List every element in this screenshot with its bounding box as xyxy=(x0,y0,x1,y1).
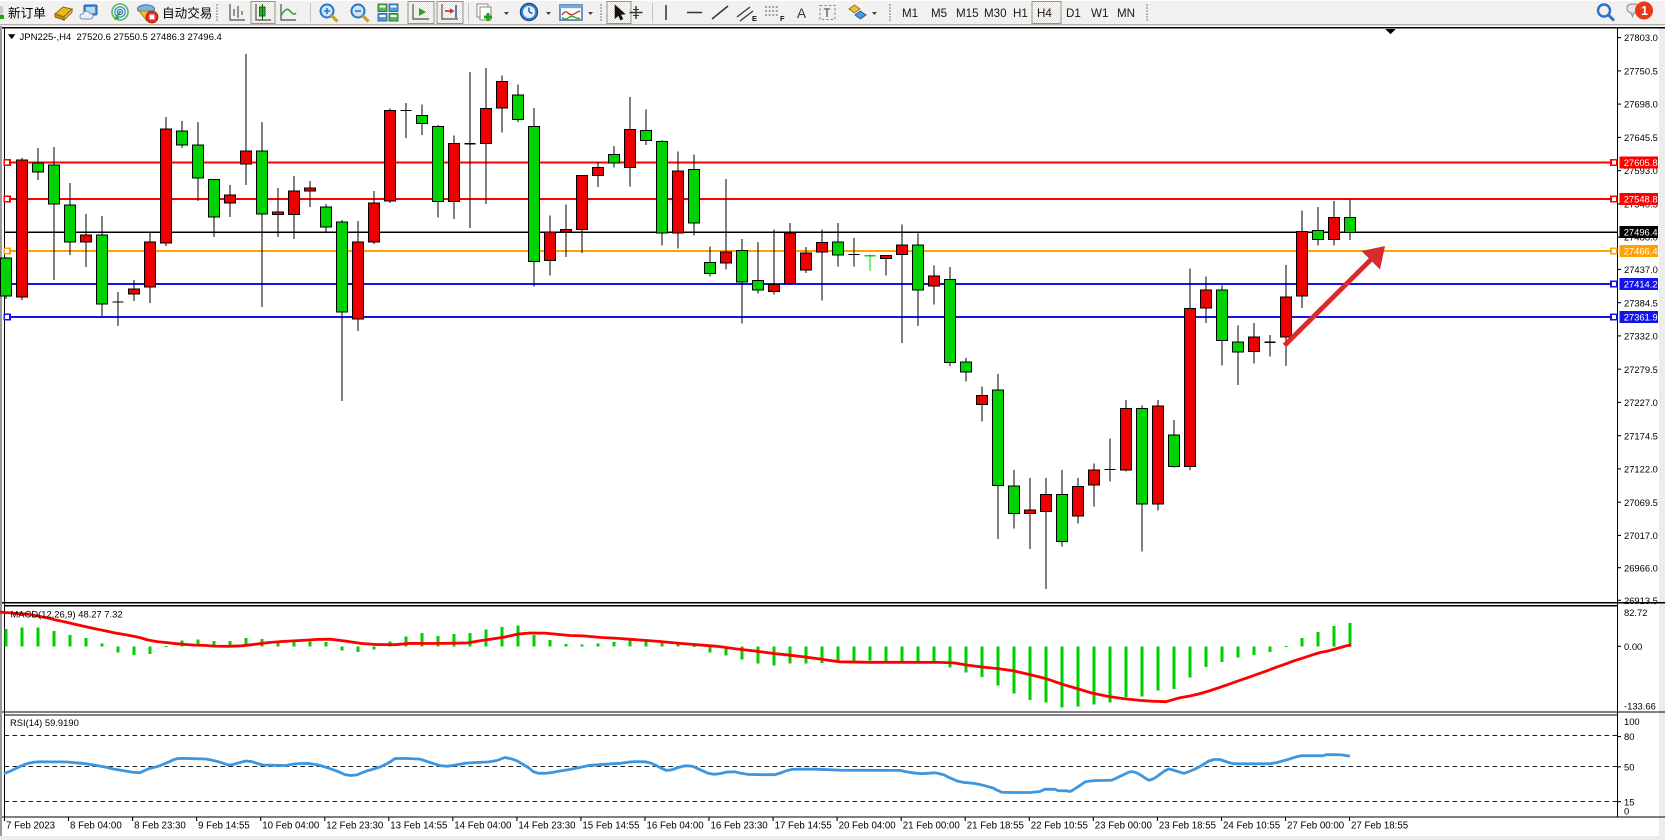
svg-text:27750.5: 27750.5 xyxy=(1624,66,1658,77)
svg-text:27122.0: 27122.0 xyxy=(1624,464,1658,475)
svg-text:MACD(12,26,9) 48.27 7.32: MACD(12,26,9) 48.27 7.32 xyxy=(11,609,123,620)
svg-text:80: 80 xyxy=(1624,731,1634,742)
svg-text:M1: M1 xyxy=(902,7,918,20)
svg-text:10 Feb 04:00: 10 Feb 04:00 xyxy=(262,821,320,832)
svg-text:27466.4: 27466.4 xyxy=(1624,246,1658,257)
svg-text:100: 100 xyxy=(1624,716,1640,727)
svg-text:26966.0: 26966.0 xyxy=(1624,562,1658,573)
svg-text:17 Feb 14:55: 17 Feb 14:55 xyxy=(775,821,832,832)
svg-text:23 Feb 18:55: 23 Feb 18:55 xyxy=(1159,821,1216,832)
svg-text:27496.4: 27496.4 xyxy=(1624,227,1658,238)
svg-text:0: 0 xyxy=(1624,805,1629,816)
svg-text:15 Feb 14:55: 15 Feb 14:55 xyxy=(582,821,639,832)
svg-text:26913.5: 26913.5 xyxy=(1624,595,1658,606)
svg-text:27803.0: 27803.0 xyxy=(1624,32,1658,43)
svg-text:D1: D1 xyxy=(1066,7,1081,20)
svg-text:27 Feb 00:00: 27 Feb 00:00 xyxy=(1287,821,1345,832)
svg-text:22 Feb 10:55: 22 Feb 10:55 xyxy=(1031,821,1088,832)
svg-text:16 Feb 23:30: 16 Feb 23:30 xyxy=(711,821,769,832)
svg-text:A: A xyxy=(797,6,806,21)
svg-text:27698.0: 27698.0 xyxy=(1624,99,1658,110)
svg-text:14 Feb 04:00: 14 Feb 04:00 xyxy=(454,821,512,832)
svg-text:27017.0: 27017.0 xyxy=(1624,530,1658,541)
svg-text:RSI(14) 59.9190: RSI(14) 59.9190 xyxy=(10,717,79,728)
svg-text:21 Feb 00:00: 21 Feb 00:00 xyxy=(903,821,961,832)
svg-text:27069.5: 27069.5 xyxy=(1624,497,1658,508)
svg-text:12 Feb 23:30: 12 Feb 23:30 xyxy=(326,821,384,832)
svg-text:27593.0: 27593.0 xyxy=(1624,165,1658,176)
svg-text:27 Feb 18:55: 27 Feb 18:55 xyxy=(1351,821,1408,832)
svg-text:E: E xyxy=(752,14,757,23)
svg-text:27437.0: 27437.0 xyxy=(1624,264,1658,275)
svg-text:27279.5: 27279.5 xyxy=(1624,364,1658,375)
svg-text:W1: W1 xyxy=(1091,7,1108,20)
svg-text:27414.2: 27414.2 xyxy=(1624,279,1658,290)
svg-text:16 Feb 04:00: 16 Feb 04:00 xyxy=(647,821,705,832)
svg-text:9 Feb 14:55: 9 Feb 14:55 xyxy=(198,821,250,832)
svg-text:自动交易: 自动交易 xyxy=(162,6,212,21)
svg-text:8 Feb 04:00: 8 Feb 04:00 xyxy=(70,821,122,832)
svg-text:M15: M15 xyxy=(956,7,979,20)
svg-text:F: F xyxy=(780,14,785,23)
svg-text:27605.8: 27605.8 xyxy=(1624,157,1658,168)
svg-text:15: 15 xyxy=(1624,796,1634,807)
svg-text:23 Feb 00:00: 23 Feb 00:00 xyxy=(1095,821,1153,832)
svg-text:50: 50 xyxy=(1624,761,1634,772)
svg-text:27332.0: 27332.0 xyxy=(1624,331,1658,342)
svg-text:MN: MN xyxy=(1117,7,1135,20)
svg-text:1: 1 xyxy=(1641,4,1648,18)
svg-text:H4: H4 xyxy=(1037,7,1052,20)
svg-text:新订单: 新订单 xyxy=(8,6,46,21)
svg-text:27361.9: 27361.9 xyxy=(1624,312,1658,323)
svg-text:-133.66: -133.66 xyxy=(1624,701,1656,712)
svg-text:24 Feb 10:55: 24 Feb 10:55 xyxy=(1223,821,1280,832)
svg-text:27384.5: 27384.5 xyxy=(1624,297,1658,308)
svg-text:27548.8: 27548.8 xyxy=(1624,194,1658,205)
svg-text:20 Feb 04:00: 20 Feb 04:00 xyxy=(839,821,897,832)
svg-text:8 Feb 23:30: 8 Feb 23:30 xyxy=(134,821,186,832)
svg-text:M5: M5 xyxy=(931,7,947,20)
svg-text:27174.5: 27174.5 xyxy=(1624,430,1658,441)
svg-text:27645.5: 27645.5 xyxy=(1624,132,1658,143)
svg-text:21 Feb 18:55: 21 Feb 18:55 xyxy=(967,821,1024,832)
svg-text:27227.0: 27227.0 xyxy=(1624,397,1658,408)
svg-text:0.00: 0.00 xyxy=(1624,641,1642,652)
svg-text:14 Feb 23:30: 14 Feb 23:30 xyxy=(518,821,576,832)
svg-text:H1: H1 xyxy=(1013,7,1028,20)
svg-text:T: T xyxy=(824,8,831,20)
svg-text:13 Feb 14:55: 13 Feb 14:55 xyxy=(390,821,447,832)
svg-text:M30: M30 xyxy=(984,7,1007,20)
svg-text:JPN225-,H4 27520.6 27550.5 27: JPN225-,H4 27520.6 27550.5 27486.3 27496… xyxy=(20,32,222,43)
svg-text:7 Feb 2023: 7 Feb 2023 xyxy=(6,821,55,832)
svg-text:82.72: 82.72 xyxy=(1624,607,1647,618)
